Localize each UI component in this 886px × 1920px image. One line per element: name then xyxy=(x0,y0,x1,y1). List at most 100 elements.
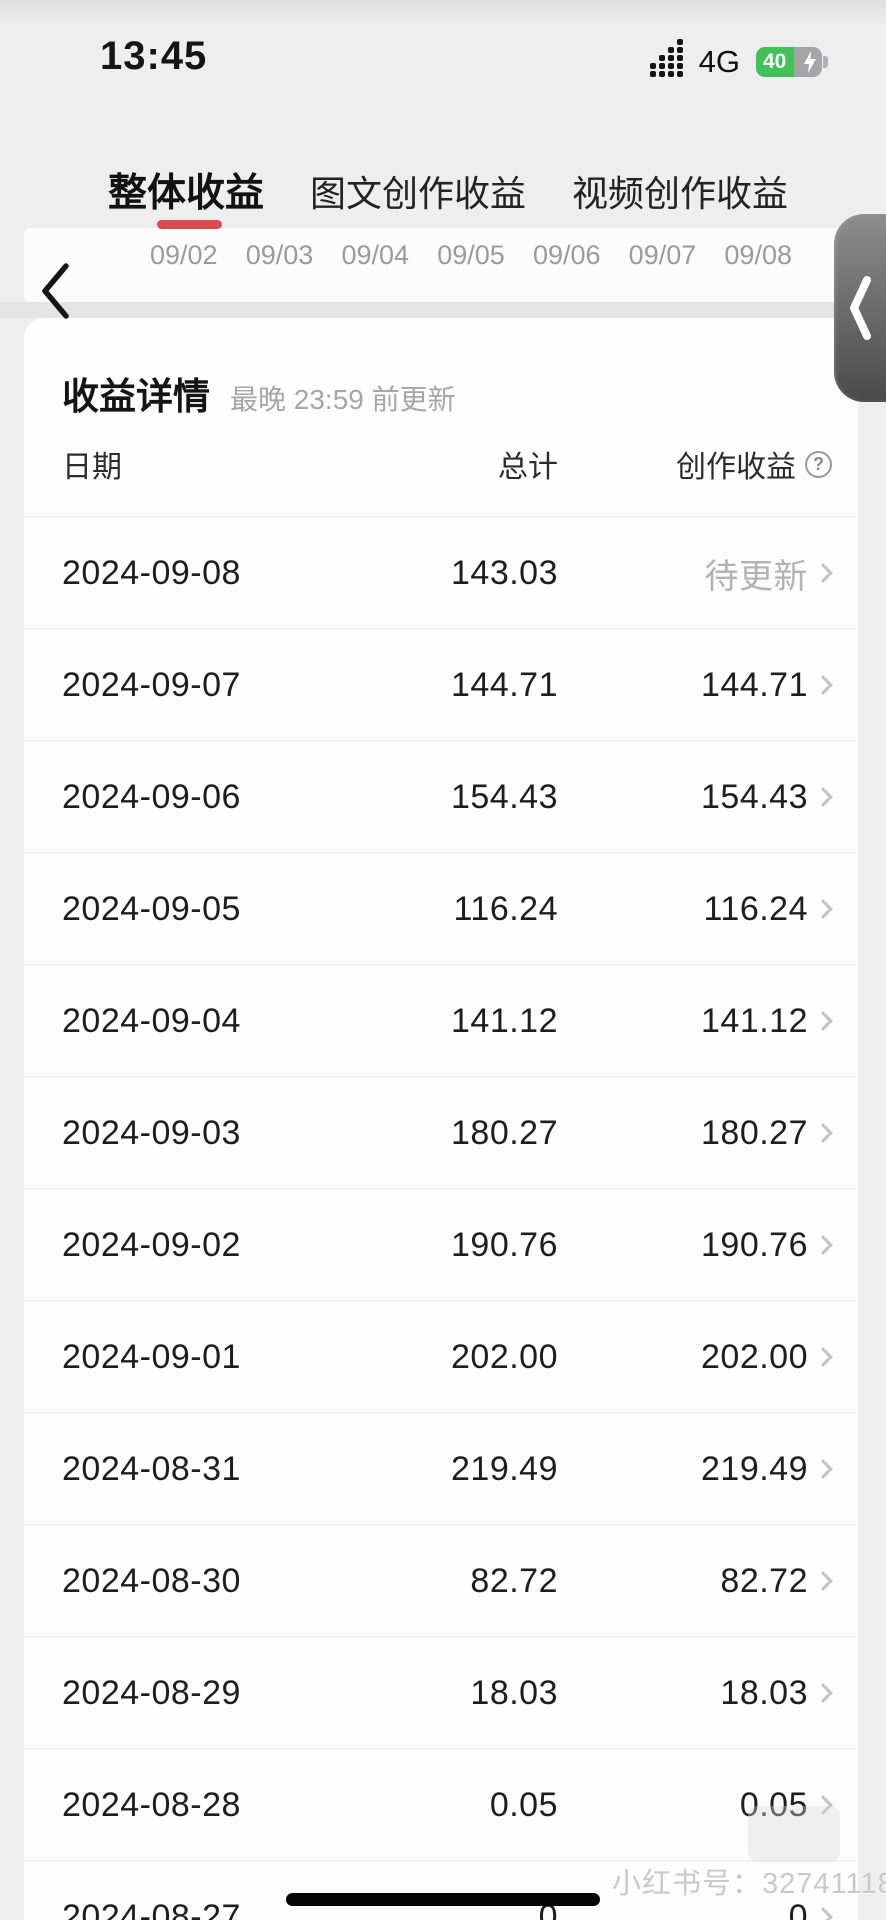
row-creation: 82.72 xyxy=(720,1561,808,1600)
active-tab-underline xyxy=(157,220,222,229)
watermark-logo xyxy=(748,1806,840,1862)
table-row[interactable]: 2024-08-27 0 0 xyxy=(24,1860,858,1920)
nav-bar: 整体收益 图文创作收益 视频创作收益 xyxy=(0,122,886,319)
chevron-right-icon xyxy=(813,787,833,807)
row-creation: 219.49 xyxy=(701,1449,808,1488)
watermark-account-id: 小红书号：327411188 xyxy=(612,1868,886,1900)
table-row[interactable]: 2024-08-30 82.72 82.72 xyxy=(24,1524,858,1636)
row-creation: 0.05 xyxy=(739,1785,808,1824)
table-row[interactable]: 2024-09-01 202.00 202.00 xyxy=(24,1300,858,1412)
chevron-right-icon xyxy=(813,1011,833,1031)
chevron-right-icon xyxy=(813,899,833,919)
table-row[interactable]: 2024-09-08 143.03 待更新 xyxy=(24,516,858,628)
clock: 13:45 xyxy=(100,34,208,78)
chart-date-axis-card: 09/02 09/03 09/04 09/05 09/06 09/07 09/0… xyxy=(24,228,858,302)
date-tick: 09/05 xyxy=(437,240,505,270)
battery-nub xyxy=(823,56,828,68)
row-total: 0.05 xyxy=(489,1785,558,1824)
row-date: 2024-09-02 xyxy=(62,1225,241,1264)
table-row[interactable]: 2024-09-04 141.12 141.12 xyxy=(24,964,858,1076)
row-creation: 116.24 xyxy=(703,889,808,928)
table-row[interactable]: 2024-09-06 154.43 154.43 xyxy=(24,740,858,852)
table-row[interactable]: 2024-08-31 219.49 219.49 xyxy=(24,1412,858,1524)
table-row[interactable]: 2024-08-28 0.05 0.05 xyxy=(24,1748,858,1860)
row-date: 2024-08-31 xyxy=(62,1449,241,1488)
row-total: 141.12 xyxy=(451,1001,558,1040)
row-total: 180.27 xyxy=(451,1113,558,1152)
status-indicators: 4G 40 xyxy=(649,39,828,80)
row-date: 2024-08-27 xyxy=(62,1897,241,1920)
income-details-card: 收益详情 最晚 23:59 前更新 日期 总计 创作收益 ? 2024-09-0… xyxy=(24,318,858,1920)
row-date: 2024-08-30 xyxy=(62,1561,241,1600)
tab-video-income[interactable]: 视频创作收益 xyxy=(572,173,789,214)
col-total-label: 总计 xyxy=(498,451,558,484)
date-tick: 09/08 xyxy=(724,240,792,270)
table-row[interactable]: 2024-09-05 116.24 116.24 xyxy=(24,852,858,964)
battery-fill xyxy=(756,47,794,77)
row-creation: 190.76 xyxy=(701,1225,808,1264)
row-total: 154.43 xyxy=(451,777,558,816)
date-tick: 09/02 xyxy=(150,240,218,270)
battery-icon: 40 xyxy=(756,47,828,77)
row-date: 2024-08-28 xyxy=(62,1785,241,1824)
row-date: 2024-09-01 xyxy=(62,1337,241,1376)
row-date: 2024-09-03 xyxy=(62,1113,241,1152)
row-total: 202.00 xyxy=(451,1337,558,1376)
tab-image-text-income[interactable]: 图文创作收益 xyxy=(310,173,527,214)
row-total: 190.76 xyxy=(451,1225,558,1264)
row-creation: 202.00 xyxy=(701,1337,808,1376)
col-creation-text: 创作收益 xyxy=(676,451,796,484)
card-divider-gap xyxy=(0,302,886,318)
row-creation: 18.03 xyxy=(720,1673,808,1712)
chevron-right-icon xyxy=(813,1235,833,1255)
back-icon[interactable] xyxy=(40,262,70,320)
col-date-label: 日期 xyxy=(62,451,122,484)
cellular-signal-icon xyxy=(649,39,683,77)
table-row[interactable]: 2024-09-07 144.71 144.71 xyxy=(24,628,858,740)
row-total: 82.72 xyxy=(470,1561,558,1600)
table-row[interactable]: 2024-08-29 18.03 18.03 xyxy=(24,1636,858,1748)
table-header-row: 日期 总计 创作收益 ? xyxy=(24,412,858,516)
help-icon[interactable]: ? xyxy=(805,450,832,478)
chevron-right-icon xyxy=(813,1459,833,1479)
date-tick: 09/07 xyxy=(628,240,697,270)
row-creation: 待更新 xyxy=(704,557,808,596)
col-creation-label: 创作收益 ? xyxy=(676,442,832,486)
date-tick: 09/04 xyxy=(341,240,410,270)
charging-bolt-icon xyxy=(804,51,816,73)
row-creation: 154.43 xyxy=(701,777,808,816)
row-total: 116.24 xyxy=(453,889,558,928)
row-date: 2024-09-05 xyxy=(62,889,241,928)
row-total: 144.71 xyxy=(451,665,558,704)
row-date: 2024-09-07 xyxy=(62,665,241,704)
row-date: 2024-08-29 xyxy=(62,1673,241,1712)
row-creation: 180.27 xyxy=(701,1113,808,1152)
section-header: 收益详情 最晚 23:59 前更新 xyxy=(24,318,858,417)
update-note: 最晚 23:59 前更新 xyxy=(230,384,456,415)
chevron-right-icon xyxy=(813,563,833,583)
row-creation: 141.12 xyxy=(701,1001,808,1040)
date-tick: 09/03 xyxy=(245,240,314,270)
section-title: 收益详情 xyxy=(62,376,210,417)
floating-side-handle[interactable] xyxy=(834,214,886,402)
chevron-right-icon xyxy=(813,1907,833,1920)
status-bar: 13:45 4G 40 xyxy=(0,0,886,92)
chevron-right-icon xyxy=(813,1571,833,1591)
table-row[interactable]: 2024-09-03 180.27 180.27 xyxy=(24,1076,858,1188)
row-total: 143.03 xyxy=(451,553,558,592)
battery-percent: 40 xyxy=(763,50,787,73)
chevron-right-icon xyxy=(813,675,833,695)
home-indicator[interactable] xyxy=(286,1893,600,1906)
row-date: 2024-09-06 xyxy=(62,777,241,816)
table-row[interactable]: 2024-09-02 190.76 190.76 xyxy=(24,1188,858,1300)
row-date: 2024-09-04 xyxy=(62,1001,241,1040)
tab-overall-income[interactable]: 整体收益 xyxy=(108,172,265,215)
row-creation: 0 xyxy=(788,1897,808,1920)
row-total: 219.49 xyxy=(451,1449,558,1488)
network-type: 4G xyxy=(698,44,740,79)
date-tick: 09/06 xyxy=(532,240,601,270)
row-total: 18.03 xyxy=(470,1673,558,1712)
chart-date-axis: 09/02 09/03 09/04 09/05 09/06 09/07 09/0… xyxy=(150,240,792,271)
chevron-left-icon xyxy=(850,276,871,340)
row-creation: 144.71 xyxy=(701,665,808,704)
